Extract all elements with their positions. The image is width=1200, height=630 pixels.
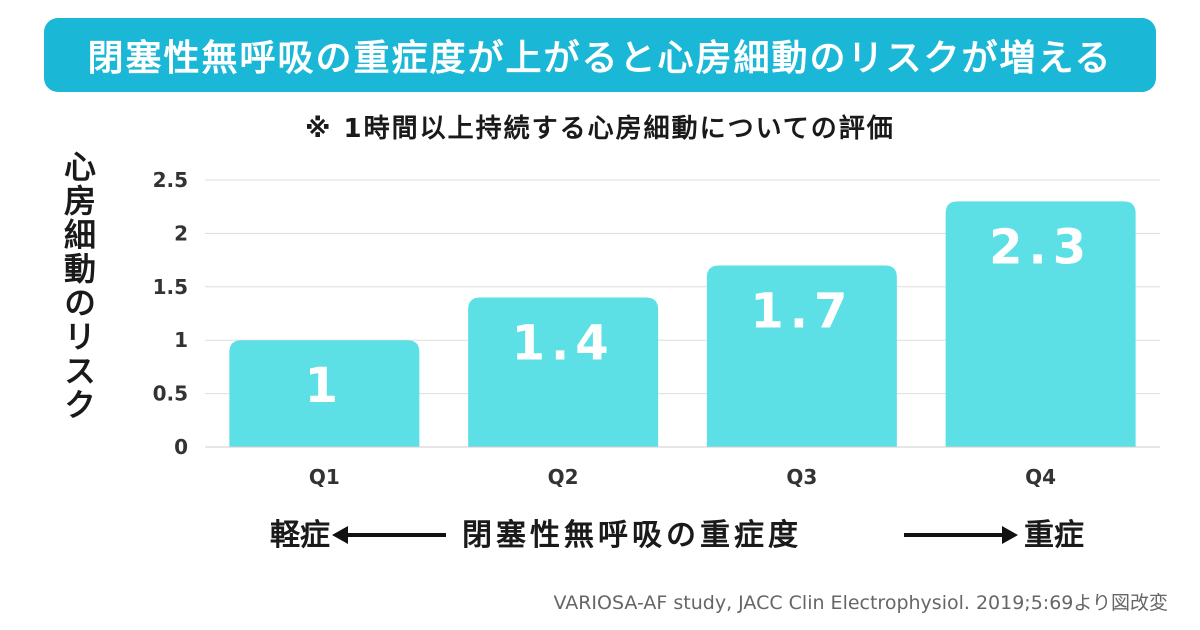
severity-axis-caption: 軽症 閉塞性無呼吸の重症度 重症	[0, 510, 1200, 556]
x-tick-label: Q4	[1025, 465, 1056, 489]
x-tick-label: Q3	[786, 465, 817, 489]
severe-label: 重症	[1024, 518, 1084, 553]
arrow-right-icon	[904, 526, 1018, 544]
severity-label: 閉塞性無呼吸の重症度	[462, 518, 802, 553]
title-banner: 閉塞性無呼吸の重症度が上がると心房細動のリスクが増える	[44, 18, 1156, 92]
y-tick-label: 0.5	[153, 382, 188, 406]
x-tick-label: Q2	[548, 465, 579, 489]
arrow-left-icon	[332, 526, 446, 544]
bar	[468, 297, 659, 447]
chart-subtitle: ※ 1時間以上持続する心房細動についての評価	[305, 114, 895, 144]
bar-value-label: 1	[305, 358, 344, 414]
bar	[706, 265, 897, 447]
y-tick-label: 2	[174, 221, 188, 245]
y-tick-label: 1	[174, 328, 188, 352]
source-citation: VARIOSA-AF study, JACC Clin Electrophysi…	[553, 592, 1168, 614]
x-tick-label: Q1	[309, 465, 340, 489]
mild-label: 軽症	[270, 518, 330, 553]
y-tick-label: 0	[174, 435, 188, 459]
bar-value-label: 1.7	[750, 283, 853, 339]
bar	[945, 201, 1136, 447]
bar-value-label: 1.4	[512, 315, 615, 371]
chart-title: 閉塞性無呼吸の重症度が上がると心房細動のリスクが増える	[87, 38, 1113, 79]
y-tick-label: 2.5	[153, 168, 188, 192]
y-axis-label: 心房細動のリスク	[59, 150, 97, 422]
bar	[229, 340, 420, 447]
y-tick-label: 1.5	[153, 275, 188, 299]
bar-value-label: 2.3	[989, 219, 1092, 275]
